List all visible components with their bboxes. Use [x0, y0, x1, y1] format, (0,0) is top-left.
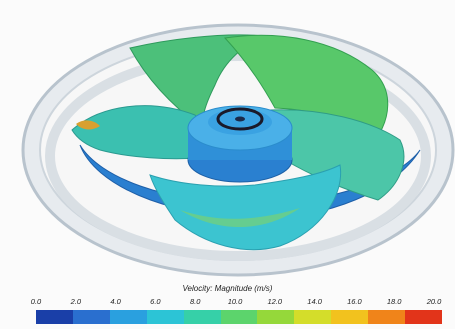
colorbar-tick-label: 10.0: [227, 297, 243, 306]
colorbar-tick-label: 14.0: [307, 297, 322, 306]
colorbar-tick-label: 4.0: [110, 297, 121, 306]
colorbar-segment: [257, 310, 295, 324]
colorbar-segment: [331, 310, 369, 324]
colorbar-tick-label: 16.0: [347, 297, 362, 306]
colorbar-segment: [294, 310, 332, 324]
colorbar-tick-label: 20.0: [426, 297, 442, 306]
colorbar-segment: [36, 310, 73, 324]
colorbar-tick-label: 0.0: [30, 297, 42, 306]
colorbar-segment: [146, 310, 184, 324]
blade-left-hot-edge: [76, 120, 100, 130]
colorbar-tick-label: 2.0: [70, 297, 82, 306]
shaft-center: [235, 116, 245, 122]
colorbar-segment: [109, 310, 147, 324]
shaft-ring: [216, 107, 264, 131]
colorbar-segment: [368, 310, 406, 324]
colorbar-tick-label: 6.0: [150, 297, 161, 306]
colorbar-title: Velocity: Magnitude (m/s): [182, 284, 273, 293]
blade-front-streak: [180, 208, 300, 228]
colorbar-ticks: 0.0 2.0 4.0 6.0 8.0 10.0 12.0 14.0 16.0 18.0 20.0: [24, 297, 442, 308]
colorbar-segment: [183, 310, 221, 324]
colorbar-tick-label: 12.0: [267, 297, 283, 306]
colorbar-segment: [405, 310, 442, 324]
colorbar-tick-label: 18.0: [386, 297, 402, 306]
colorbar: [36, 310, 442, 324]
colorbar-tick-label: 8.0: [189, 297, 201, 306]
colorbar-segment: [72, 310, 110, 324]
colorbar-segment: [220, 310, 258, 324]
blade-top-left: [129, 34, 266, 131]
blade-front: [149, 164, 342, 251]
